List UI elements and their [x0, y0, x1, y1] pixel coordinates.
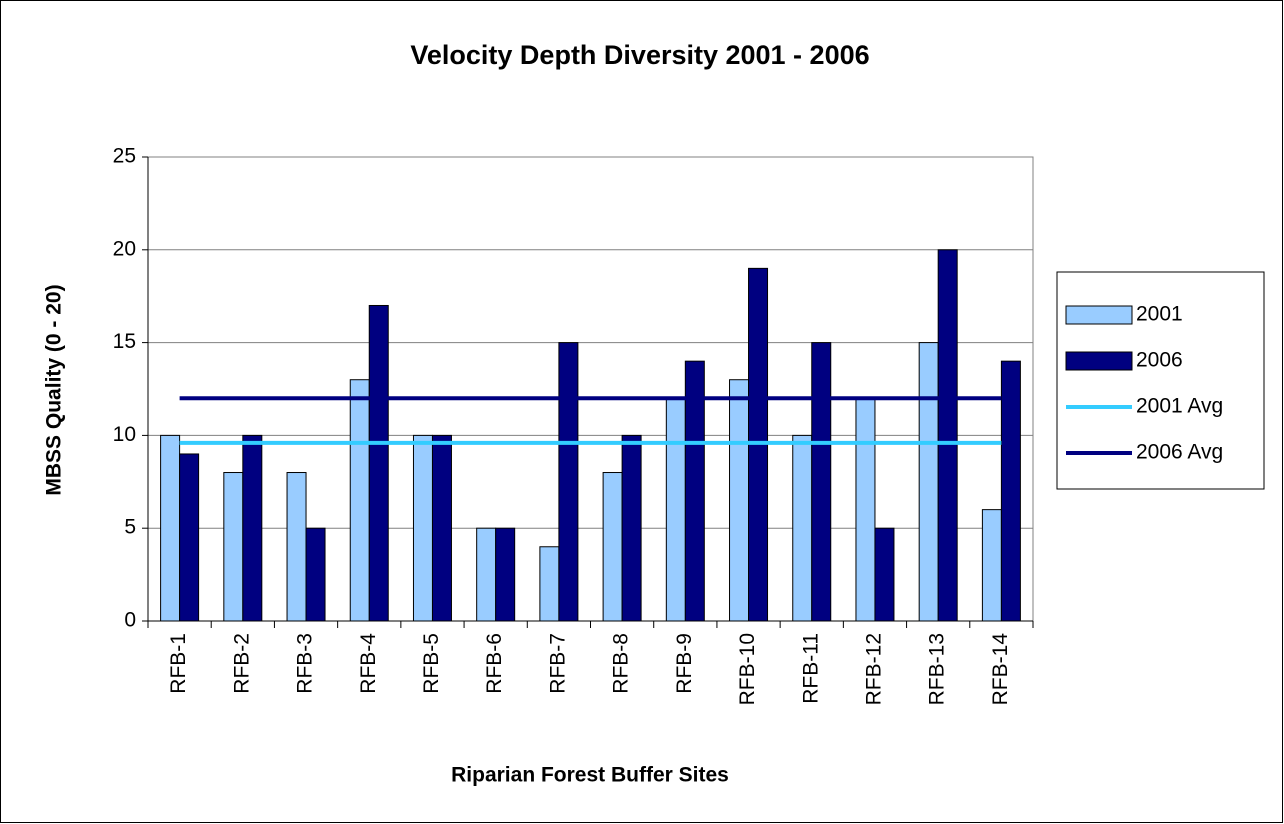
x-tick-label: RFB-3: [294, 633, 317, 694]
x-tick-label: RFB-9: [673, 633, 696, 694]
legend-swatch: [1065, 305, 1133, 325]
bar: [242, 434, 263, 622]
bar: [558, 342, 579, 622]
x-tick-label: RFB-11: [799, 633, 822, 704]
bar: [684, 360, 705, 622]
bar: [729, 379, 750, 622]
bar: [981, 509, 1002, 622]
x-tick-label: RFB-1: [167, 633, 190, 694]
legend-label: 2006 Avg: [1136, 441, 1223, 464]
x-axis-title: Riparian Forest Buffer Sites: [451, 764, 729, 787]
bar: [665, 397, 686, 622]
bar: [1000, 360, 1021, 622]
bar: [874, 527, 895, 622]
x-tick-label: RFB-6: [483, 633, 506, 694]
bar: [431, 434, 452, 622]
x-tick-label: RFB-14: [989, 633, 1012, 706]
bar: [412, 434, 433, 622]
legend-swatch: [1065, 351, 1133, 371]
bar: [286, 472, 307, 622]
plot-area: [147, 156, 1034, 622]
bar: [621, 434, 642, 622]
bar: [305, 527, 326, 622]
x-tick-label: RFB-5: [420, 633, 443, 694]
bar: [811, 342, 832, 622]
y-axis-title: MBSS Quality (0 - 20): [43, 284, 66, 495]
bar: [937, 249, 958, 622]
bar: [918, 342, 939, 622]
y-tick-label: 5: [124, 516, 136, 539]
legend-label: 2001 Avg: [1136, 395, 1223, 418]
y-tick-label: 25: [113, 145, 136, 168]
bar: [495, 527, 516, 622]
bar: [855, 397, 876, 622]
y-tick-label: 0: [124, 609, 136, 632]
bar: [539, 546, 560, 622]
y-tick-label: 20: [113, 237, 136, 260]
chart-title: Velocity Depth Diversity 2001 - 2006: [410, 40, 869, 70]
bar: [602, 472, 623, 622]
x-tick-label: RFB-2: [230, 633, 253, 694]
y-tick-label: 10: [113, 423, 136, 446]
bar: [179, 453, 200, 622]
bar: [349, 379, 370, 622]
bar: [476, 527, 497, 622]
y-tick-label: 15: [113, 330, 136, 353]
bar: [792, 434, 813, 622]
x-tick-label: RFB-7: [546, 633, 569, 694]
legend-label: 2006: [1136, 349, 1183, 372]
x-tick-label: RFB-13: [926, 633, 949, 705]
x-tick-label: RFB-10: [736, 633, 759, 705]
bar: [160, 434, 181, 622]
x-tick-label: RFB-12: [863, 633, 886, 705]
bar: [223, 472, 244, 622]
x-tick-label: RFB-4: [357, 633, 380, 694]
x-tick-label: RFB-8: [610, 633, 633, 694]
bar: [368, 304, 389, 622]
legend-label: 2001: [1136, 303, 1183, 326]
